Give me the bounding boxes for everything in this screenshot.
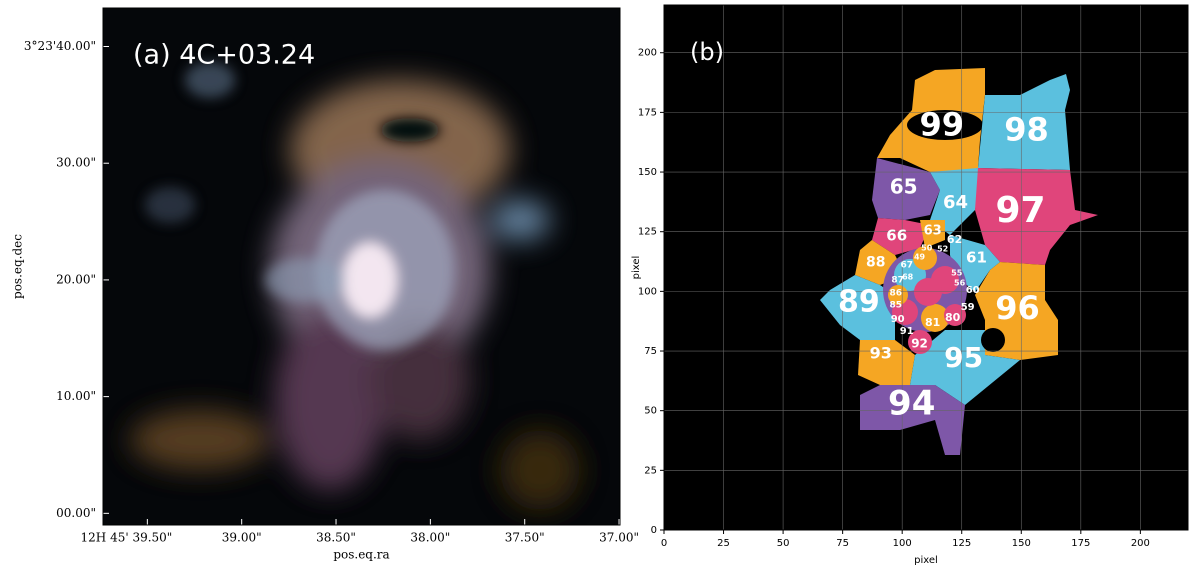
region-label: 81: [925, 316, 940, 329]
region-label: 49: [914, 252, 926, 261]
region-label: 68: [902, 272, 914, 281]
y-axis-label: pixel: [631, 256, 642, 280]
x-tick-label: 38.50": [316, 531, 356, 545]
x-tick-label: 12H 45' 39.50": [81, 531, 173, 545]
region-label: 55: [951, 268, 963, 277]
y-tick-label: 150: [638, 167, 657, 178]
y-tick-label: 10.00": [56, 389, 96, 403]
region-label: 67: [900, 260, 913, 270]
y-tick-label: 3°23'40.00": [24, 39, 96, 53]
region-label: 90: [891, 314, 905, 325]
x-tick-label: 0: [661, 538, 667, 549]
region-label: 64: [943, 192, 968, 213]
region-label: 88: [866, 255, 885, 271]
region-label: 93: [870, 343, 892, 362]
region-label: 80: [945, 311, 961, 324]
y-tick-label: 20.00": [56, 272, 96, 286]
x-tick-label: 39.00": [222, 531, 262, 545]
region-label: 87: [891, 275, 904, 285]
plot-frame: [102, 7, 621, 526]
y-tick-label: 25: [644, 465, 657, 476]
x-tick-label: 100: [893, 538, 912, 549]
y-tick-label: 30.00": [56, 156, 96, 170]
y-tick-label: 0: [651, 525, 657, 536]
x-tick-label: 37.50": [505, 531, 545, 545]
y-tick-label: 00.00": [56, 506, 96, 520]
region-label: 52: [937, 244, 948, 253]
x-tick-label: 125: [952, 538, 971, 549]
region-label: 98: [1004, 111, 1049, 149]
y-tick-label: 50: [644, 406, 657, 417]
sky-image: [103, 8, 620, 525]
y-axis-label: pos.eq.dec: [11, 234, 25, 299]
region-label: 85: [889, 300, 902, 310]
region-label: 63: [924, 223, 942, 238]
x-tick-label: 38.00": [410, 531, 450, 545]
region-label: 99: [919, 106, 964, 144]
region-label: 89: [838, 284, 880, 319]
region-label: 59: [961, 302, 975, 313]
region-label: 86: [889, 288, 902, 298]
region-label: 97: [996, 190, 1046, 231]
x-tick-label: 25: [717, 538, 730, 549]
x-tick-label: 75: [836, 538, 849, 549]
plot-frame: [663, 4, 1189, 531]
y-tick-label: 125: [638, 227, 657, 238]
region-label: 50: [921, 243, 933, 252]
x-tick-label: 50: [777, 538, 790, 549]
region-label: 56: [954, 278, 966, 287]
y-tick-label: 100: [638, 286, 657, 297]
x-axis-label: pos.eq.ra: [333, 548, 389, 562]
panel-title: (b): [690, 38, 724, 66]
x-axis-label: pixel: [914, 555, 938, 565]
y-tick-label: 200: [638, 48, 657, 59]
panel-title: (a) 4C+03.24: [133, 40, 315, 71]
region-label: 95: [944, 341, 983, 374]
x-tick-label: 150: [1012, 538, 1031, 549]
region-label: 62: [947, 233, 962, 246]
x-tick-label: 37.00": [599, 531, 639, 545]
region-label: 60: [966, 285, 980, 296]
y-tick-label: 75: [644, 346, 657, 357]
region-label: 61: [966, 248, 987, 266]
y-tick-label: 175: [638, 107, 657, 118]
region-label: 96: [995, 289, 1040, 327]
region-label: 91: [900, 326, 914, 337]
region-label: 94: [888, 383, 935, 423]
region-label: 92: [911, 336, 928, 350]
x-tick-label: 175: [1071, 538, 1090, 549]
region-label: 65: [890, 174, 918, 198]
x-tick-label: 200: [1131, 538, 1150, 549]
region-label: 66: [886, 226, 907, 244]
